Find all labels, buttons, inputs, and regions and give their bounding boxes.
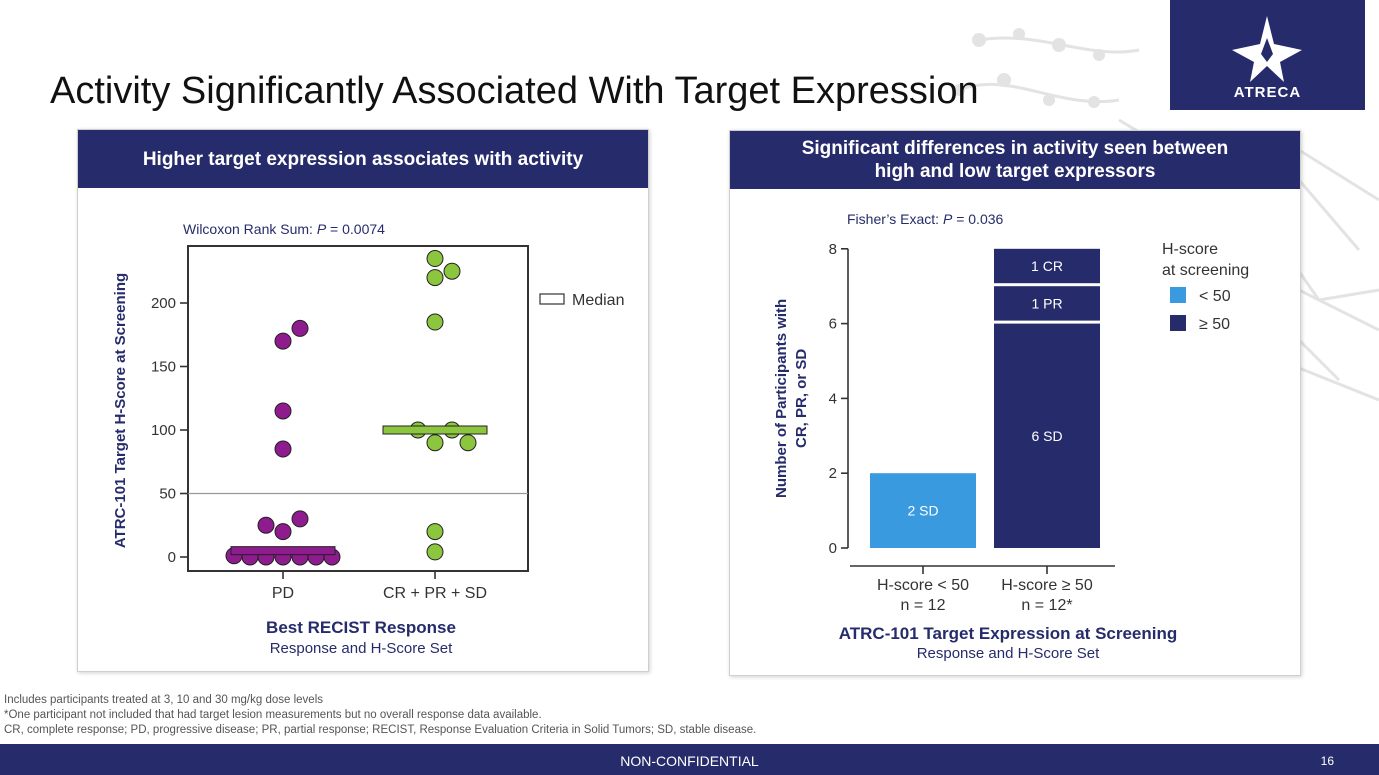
right-y-axis-title-line2: CR, PR, or SD xyxy=(793,349,810,448)
data-point xyxy=(426,434,444,452)
x-tick-sublabel: n = 12* xyxy=(1021,597,1072,614)
median-legend-swatch xyxy=(539,293,565,305)
star-logo-icon xyxy=(1232,16,1302,82)
legend-title-line1: H-score xyxy=(1162,241,1218,258)
left-chart-panel: Higher target expression associates with… xyxy=(77,129,649,672)
y-tick-label: 0 xyxy=(829,540,837,557)
right-panel-header-line2: high and low target expressors xyxy=(874,161,1156,182)
x-tick-label: H-score < 50 xyxy=(877,577,969,594)
data-point xyxy=(426,543,444,561)
right-panel-header-line1: Significant differences in activity seen… xyxy=(801,138,1229,159)
footnotes: Includes participants treated at 3, 10 a… xyxy=(4,693,756,738)
right-y-axis-title-line1: Number of Participants with xyxy=(773,299,790,498)
footnote-line: *One participant not included that had t… xyxy=(4,709,542,721)
y-tick-label: 50 xyxy=(159,486,176,503)
x-tick-label: H-score ≥ 50 xyxy=(1001,577,1093,594)
y-tick-label: 100 xyxy=(151,422,176,439)
page-title: Activity Significantly Associated With T… xyxy=(50,70,979,112)
bar-segment xyxy=(994,323,1100,548)
right-x-axis-subtitle: Response and H-Score Set xyxy=(917,645,1100,662)
left-scatter-chart: Wilcoxon Rank Sum: P = 0.0074 Median Bes… xyxy=(112,221,624,657)
logo-text: ATRECA xyxy=(1233,84,1302,101)
median-bar xyxy=(230,546,336,556)
x-tick-label: PD xyxy=(272,585,294,602)
y-tick-label: 0 xyxy=(168,549,176,566)
left-plot-frame xyxy=(187,245,529,572)
footer-bar: NON-CONFIDENTIAL 16 xyxy=(0,744,1379,775)
right-test-label: Fisher’s Exact: P = 0.036 xyxy=(847,211,1004,227)
right-panel-header: Significant differences in activity seen… xyxy=(730,131,1300,189)
data-point xyxy=(291,319,309,337)
legend-label: < 50 xyxy=(1199,288,1231,305)
footnote-line: CR, complete response; PD, progressive d… xyxy=(4,724,757,736)
bar-segment-label: 6 SD xyxy=(1031,428,1062,444)
y-tick-label: 8 xyxy=(829,241,837,258)
data-point xyxy=(459,434,477,452)
data-point xyxy=(274,523,292,541)
x-tick-label: CR + PR + SD xyxy=(383,585,487,602)
data-point xyxy=(426,523,444,541)
left-y-axis-title: ATRC-101 Target H-Score at Screening xyxy=(112,273,129,548)
bar-segment xyxy=(994,248,1100,284)
footer-label: NON-CONFIDENTIAL xyxy=(620,753,759,769)
right-bar-chart: Fisher’s Exact: P = 0.036 H-score at scr… xyxy=(773,211,1249,662)
data-point xyxy=(274,402,292,420)
right-chart-panel: Significant differences in activity seen… xyxy=(729,130,1301,676)
left-x-axis-subtitle: Response and H-Score Set xyxy=(270,640,453,657)
data-point xyxy=(443,262,461,280)
y-tick-label: 200 xyxy=(151,295,176,312)
data-point xyxy=(274,332,292,350)
x-tick-sublabel: n = 12 xyxy=(901,597,946,614)
data-point xyxy=(426,313,444,331)
bar-segment xyxy=(870,473,976,548)
data-point xyxy=(426,269,444,287)
median-legend-label: Median xyxy=(572,292,624,309)
footnote-line: Includes participants treated at 3, 10 a… xyxy=(4,694,324,706)
left-test-label: Wilcoxon Rank Sum: P = 0.0074 xyxy=(183,221,385,237)
company-logo: ATRECA xyxy=(1170,0,1365,110)
y-tick-label: 6 xyxy=(829,316,837,333)
page-number: 16 xyxy=(1320,754,1334,768)
legend-title-line2: at screening xyxy=(1162,262,1249,279)
y-tick-label: 2 xyxy=(829,465,837,482)
data-point xyxy=(257,516,275,534)
data-point xyxy=(426,250,444,268)
y-tick-label: 150 xyxy=(151,359,176,376)
data-point xyxy=(291,510,309,528)
right-x-axis-title: ATRC-101 Target Expression at Screening xyxy=(839,624,1178,643)
median-bar xyxy=(382,425,488,435)
left-x-axis-title: Best RECIST Response xyxy=(266,618,456,637)
legend-label: ≥ 50 xyxy=(1199,316,1230,333)
bar-segment xyxy=(994,286,1100,321)
bar-segment-label: 2 SD xyxy=(907,503,938,519)
y-tick-label: 4 xyxy=(829,390,837,407)
left-panel-header: Higher target expression associates with… xyxy=(78,130,648,188)
bar-segment-label: 1 PR xyxy=(1031,295,1062,311)
data-point xyxy=(274,440,292,458)
legend-swatch xyxy=(1170,315,1186,331)
legend-swatch xyxy=(1170,287,1186,303)
bar-segment-label: 1 CR xyxy=(1031,258,1063,274)
